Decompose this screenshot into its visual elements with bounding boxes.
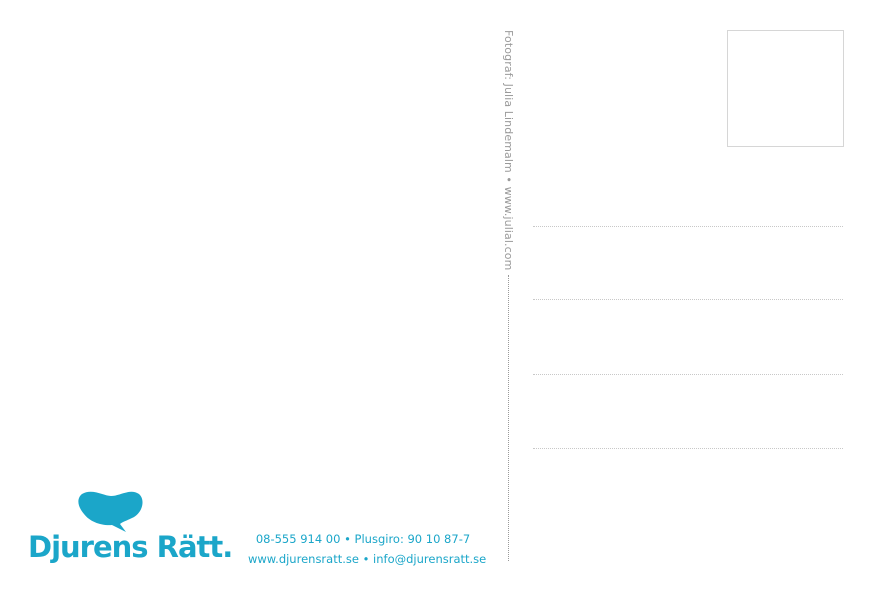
stamp-box bbox=[727, 30, 844, 147]
contact-info: 08-555 914 00 • Plusgiro: 90 10 87-7 www… bbox=[248, 529, 487, 569]
divider-line bbox=[508, 275, 509, 561]
address-line bbox=[533, 299, 843, 300]
address-line bbox=[533, 374, 843, 375]
brand-name: Djurens Rätt. bbox=[28, 530, 233, 564]
heart-speech-bubble-icon bbox=[78, 491, 143, 532]
photo-credit: Fotograf: Julia Lindemalm • www.julial.c… bbox=[502, 30, 515, 271]
contact-web-email: www.djurensratt.se • info@djurensratt.se bbox=[248, 552, 487, 566]
address-line bbox=[533, 448, 843, 449]
contact-phone-giro: 08-555 914 00 • Plusgiro: 90 10 87-7 bbox=[255, 532, 471, 546]
address-line bbox=[533, 226, 843, 227]
